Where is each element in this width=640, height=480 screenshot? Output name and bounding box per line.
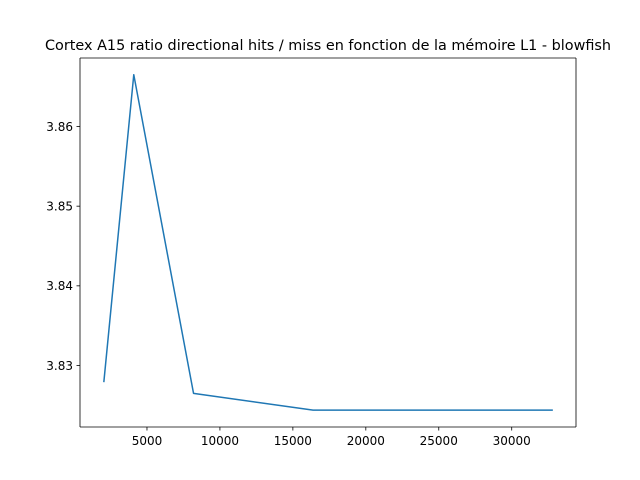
x-tick-label: 15000 [274,434,312,448]
y-tick-label: 3.86 [46,120,73,134]
y-tick-label: 3.85 [46,199,73,213]
x-tick-label: 30000 [493,434,531,448]
plot-frame [79,57,577,428]
x-tick-label: 20000 [347,434,385,448]
x-tick-label: 5000 [132,434,163,448]
series-line-0 [103,73,553,411]
y-axis: 3.83 3.84 3.85 3.86 [46,120,80,373]
y-tick-label: 3.84 [46,279,73,293]
series-layer [103,73,553,411]
x-axis: 5000 10000 15000 20000 25000 30000 [132,427,531,448]
plot-area [80,58,576,427]
x-tick-label: 10000 [201,434,239,448]
x-tick-label: 25000 [420,434,458,448]
y-tick-label: 3.83 [46,359,73,373]
chart-title: Cortex A15 ratio directional hits / miss… [45,38,611,54]
